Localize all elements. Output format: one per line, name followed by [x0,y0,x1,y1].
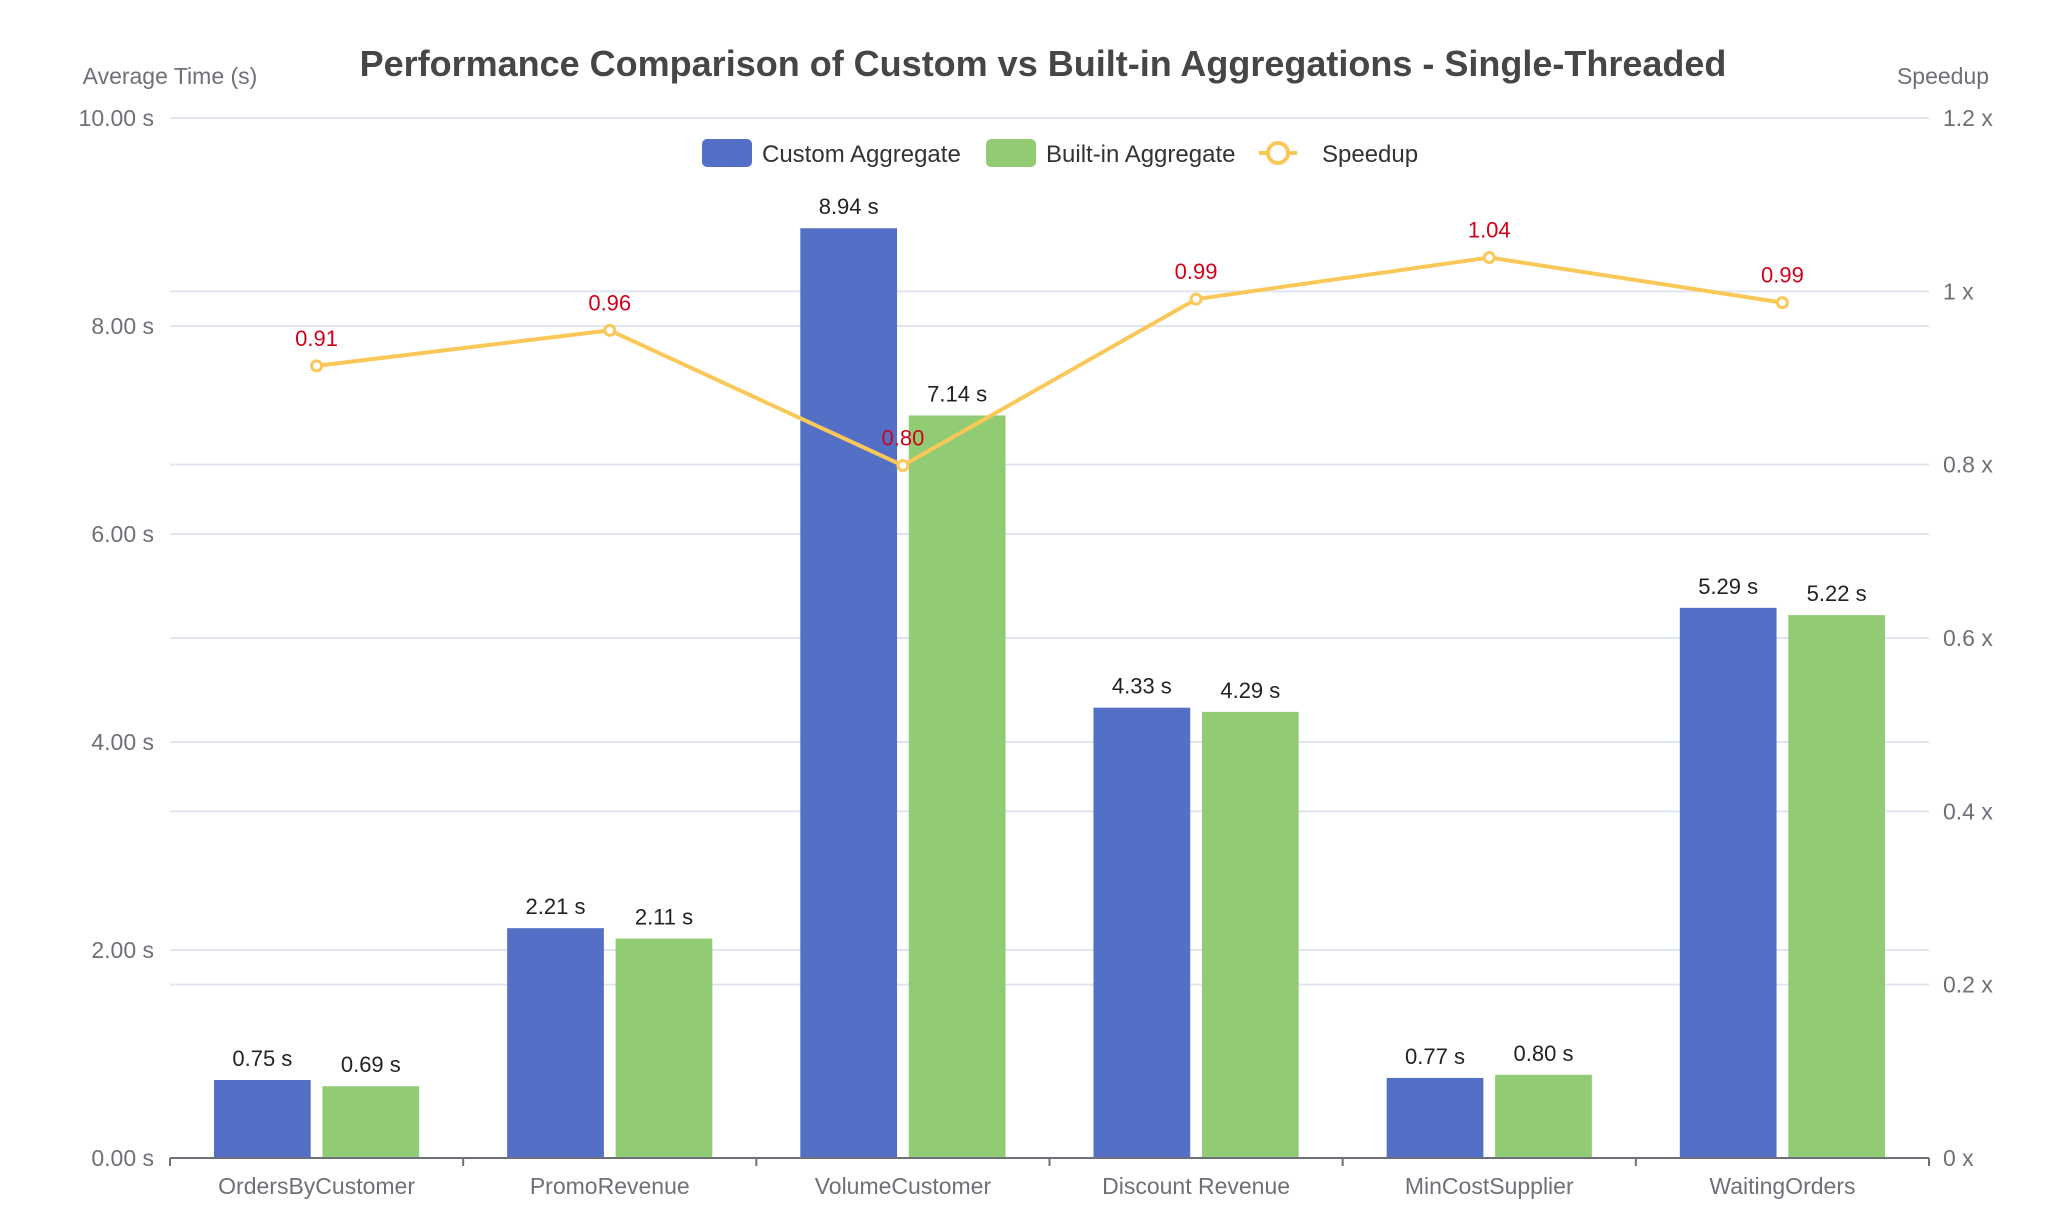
bar-custom [1679,607,1777,1158]
speedup-point [310,359,324,373]
legend-item-builtin[interactable]: Built-in Aggregate [986,139,1235,168]
y2-tick-label: 0.8 x [1943,452,1993,478]
speedup-value-label: 0.80 [882,426,925,451]
y-axis-ticks: 0.00 s 2.00 s 4.00 s 6.00 s 8.00 s 10.00 s [79,105,154,1171]
legend-label-speedup: Speedup [1322,141,1418,168]
legend-item-custom[interactable]: Custom Aggregate [702,139,961,168]
legend-label-custom: Custom Aggregate [762,141,961,168]
legend-swatch-custom [702,139,752,167]
bars: 0.75 s 2.21 s 8.94 s 4.33 s 0.77 s 5.29 s 0.69… [213,194,1886,1159]
bar-value-label: 0.80 s [1514,1041,1574,1066]
bar-custom [1386,1077,1484,1158]
y-axis-title: Average Time (s) [83,63,258,89]
y-tick-label: 6.00 s [91,521,154,547]
bar-builtin [1788,615,1886,1158]
x-tick-label: WaitingOrders [1709,1173,1855,1199]
bar-custom [213,1080,311,1158]
legend: Custom Aggregate Built-in Aggregate Spee… [702,139,1418,168]
y-tick-label: 4.00 s [91,729,154,755]
speedup-point [1775,296,1789,310]
speedup-point [1189,292,1203,306]
bar-custom [1093,707,1191,1158]
bar-custom [507,928,604,1158]
y2-tick-label: 1.2 x [1943,105,1993,131]
bar-builtin [908,415,1006,1158]
legend-swatch-builtin [986,139,1036,167]
speedup-line [316,255,1783,468]
y2-tick-label: 0.2 x [1943,972,1993,998]
speedup-value-label: 0.99 [1175,259,1218,284]
bar-value-label: 2.21 s [526,894,586,919]
speedup-point [1482,251,1496,265]
x-tick-label: PromoRevenue [530,1173,690,1199]
bar-builtin [1495,1074,1592,1158]
y2-tick-label: 0 x [1943,1145,1974,1171]
y2-tick-label: 0.4 x [1943,798,1993,824]
speedup-value-label: 0.99 [1761,263,1804,288]
gridlines [170,117,1929,986]
y2-tick-label: 1 x [1943,278,1974,304]
x-axis: OrdersByCustomer PromoRevenue VolumeCustom… [169,1157,1930,1199]
bar-value-label: 0.75 s [232,1046,292,1071]
bar-value-label: 4.33 s [1112,674,1172,699]
speedup-value-label: 0.96 [588,290,631,315]
speedup-value-label: 1.04 [1468,218,1511,243]
legend-marker-speedup [1266,141,1290,165]
speedup-point [896,459,910,473]
x-tick-label: OrdersByCustomer [218,1173,415,1199]
bar-value-label: 0.69 s [341,1052,401,1077]
y-tick-label: 8.00 s [91,313,154,339]
bar-builtin [322,1086,420,1158]
bar-value-label: 0.77 s [1405,1044,1465,1069]
speedup-line-group: 0.91 0.96 0.80 0.99 1.04 0.99 [295,218,1804,473]
chart-title: Performance Comparison of Custom vs Buil… [360,43,1727,84]
bar-value-label: 8.94 s [819,194,879,219]
bar-value-label: 4.29 s [1220,678,1280,703]
legend-label-builtin: Built-in Aggregate [1046,141,1235,168]
y2-tick-label: 0.6 x [1943,625,1993,651]
speedup-point [603,323,617,337]
bar-value-label: 5.29 s [1698,574,1758,599]
x-tick-label: Discount Revenue [1102,1173,1290,1199]
y-tick-label: 0.00 s [91,1145,154,1171]
bar-builtin [1201,711,1299,1158]
speedup-value-label: 0.91 [295,326,338,351]
bar-custom [800,228,898,1159]
x-tick-label: VolumeCustomer [815,1173,992,1199]
y-tick-label: 10.00 s [79,105,154,131]
y2-axis-ticks: 0 x 0.2 x 0.4 x 0.6 x 0.8 x 1 x 1.2 x [1943,105,1993,1171]
legend-item-speedup[interactable]: Speedup [1259,141,1418,168]
bar-value-label: 7.14 s [927,381,987,406]
bar-value-label: 2.11 s [635,905,693,930]
y-tick-label: 2.00 s [91,937,154,963]
x-tick-label: MinCostSupplier [1405,1173,1574,1199]
bar-builtin [615,938,713,1158]
bar-value-label: 5.22 s [1807,581,1867,606]
y2-axis-title: Speedup [1897,63,1989,89]
